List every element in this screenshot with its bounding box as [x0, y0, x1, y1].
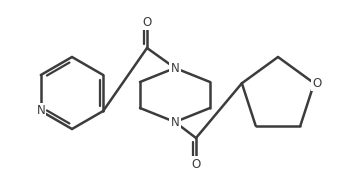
Text: O: O [312, 77, 322, 90]
Text: O: O [191, 158, 201, 170]
Text: N: N [37, 104, 45, 118]
Text: O: O [143, 16, 152, 28]
Text: N: N [171, 116, 179, 129]
Text: N: N [171, 61, 179, 75]
